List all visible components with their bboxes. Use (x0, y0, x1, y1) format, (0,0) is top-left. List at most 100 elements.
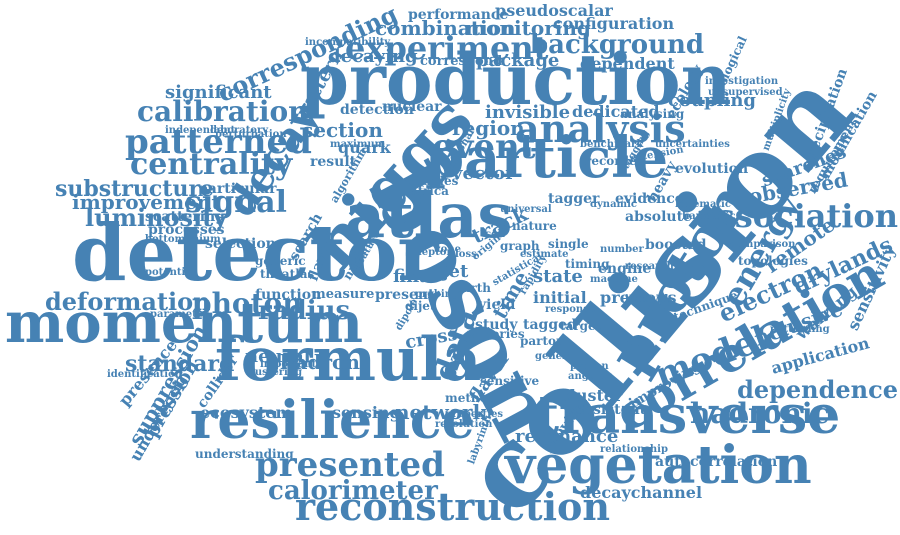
word-calorimeter: calorimeter (268, 476, 438, 506)
word-graph: graph (500, 239, 540, 253)
word-formula: formula (215, 325, 482, 395)
word-engine: engine (598, 261, 652, 277)
word-studies: studies (410, 174, 459, 188)
word-interval: interval (625, 294, 669, 305)
word-decaying: decaying (328, 46, 418, 67)
word-region: region (452, 116, 525, 140)
word-response: response (545, 304, 596, 315)
word-substructure: substructure (55, 176, 215, 202)
word-evolution: evolution (675, 161, 749, 177)
word-particle: particle (425, 125, 669, 191)
word-decaychannel: decaychannel (580, 483, 703, 502)
word-evidence: evidence (615, 191, 684, 207)
word-presented: presented (255, 445, 445, 485)
word-resolution: resolution (435, 419, 493, 430)
word-function: function (255, 287, 322, 303)
word-zone: zone (435, 244, 461, 255)
word-dependent: dependent (580, 54, 675, 73)
word-momentum: momentum (5, 290, 364, 356)
word-dedicated: dedicated (572, 102, 660, 121)
word-detector: detector (72, 208, 439, 299)
word-machine: machine (590, 274, 638, 285)
word-method: method (445, 391, 496, 405)
word-deformation: deformation (45, 287, 211, 316)
word-identification: identification (107, 369, 183, 380)
word-coupling: coupling (668, 90, 756, 111)
word-nuclear: nuclear (382, 99, 442, 115)
word-combination: combination (375, 16, 516, 40)
word-bottomonium: bottomonium (145, 234, 221, 245)
word-network: network (395, 400, 487, 424)
word-vector: vector (452, 163, 515, 184)
word-single: single (548, 237, 589, 251)
word-detection: detection (340, 102, 414, 118)
word-clustering: clustering (245, 367, 303, 378)
word-study: study (475, 317, 518, 333)
word-research: research (625, 261, 674, 272)
word-correspond: correspond (420, 54, 503, 69)
word-configuration: configuration (553, 14, 675, 33)
word-dijet: dijet (405, 299, 436, 313)
word-measure: measure (312, 287, 375, 302)
word-general: general (535, 351, 578, 362)
word-laboratory: laboratory (210, 125, 269, 136)
word-ecosystem: ecosystem (200, 403, 293, 422)
word-vegetation: vegetation (505, 435, 812, 496)
word-standard: standard (125, 351, 235, 377)
word-analysis: analysis (515, 106, 686, 151)
word-patterning: patterning (770, 324, 830, 335)
word-sensitive: sensitive (480, 374, 540, 388)
word-event: event (432, 127, 536, 167)
word-potential: potential (145, 267, 196, 278)
word-tagger: tagger (548, 191, 600, 207)
word-previous: previous (600, 288, 677, 307)
word-independent: independent (165, 125, 236, 136)
word-atlas: atlas (345, 179, 513, 252)
word-hadron: hadron (280, 350, 360, 374)
word-neural: neural (245, 346, 311, 367)
word-theatlas: theatlas (260, 267, 315, 281)
word-package: package (476, 50, 560, 71)
word-luminosity: luminosity (85, 203, 228, 232)
word-python: python (570, 361, 609, 372)
word-jet: jet (442, 261, 469, 282)
word-generic: generic (255, 254, 306, 268)
word-comparison: comparison (730, 239, 796, 250)
word-invisible: invisible (485, 102, 571, 123)
word-loss: loss (455, 249, 477, 260)
word-understanding: understanding (195, 447, 294, 461)
word-resilience: resilience (190, 390, 475, 451)
word-quark: quark (338, 138, 391, 157)
word-sensing: sensing (332, 403, 401, 422)
word-unsupervised: unsupervised (708, 87, 783, 98)
word-production: production (300, 38, 732, 121)
word-series: series (485, 327, 525, 341)
word-hadronic: hadronic (690, 397, 830, 430)
word-calibration: calibration (137, 95, 309, 128)
word-significant: significant (165, 82, 272, 103)
word-harmonic: harmonic (682, 211, 736, 222)
word-cell: cell (485, 229, 506, 240)
word-cluster: cluster (560, 386, 623, 405)
word-final: final (393, 266, 438, 287)
word-pseudoscalar: pseudoscalar (495, 1, 613, 20)
word-important: important (260, 359, 317, 370)
word-incompatibility: incompatibility (305, 37, 391, 48)
word-selection: selection (205, 236, 276, 252)
word-benchmark: benchmark (580, 139, 644, 150)
word-target: target (560, 319, 602, 333)
word-earth: earth (455, 281, 491, 295)
word-improvement: improvement (72, 190, 221, 214)
word-analysing: analysing (620, 107, 685, 121)
word-absolute: absolute (625, 209, 692, 225)
word-perturbation: perturbation (215, 129, 287, 140)
word-section: section (302, 118, 383, 142)
word-topologies: topologies (738, 254, 808, 268)
word-dynamic: dynamic (590, 199, 638, 210)
word-parton: parton (520, 334, 565, 348)
word-nature: nature (512, 219, 557, 233)
word-state: state (533, 266, 583, 287)
word-properties: properties (445, 409, 503, 420)
word-present: present (375, 287, 435, 303)
